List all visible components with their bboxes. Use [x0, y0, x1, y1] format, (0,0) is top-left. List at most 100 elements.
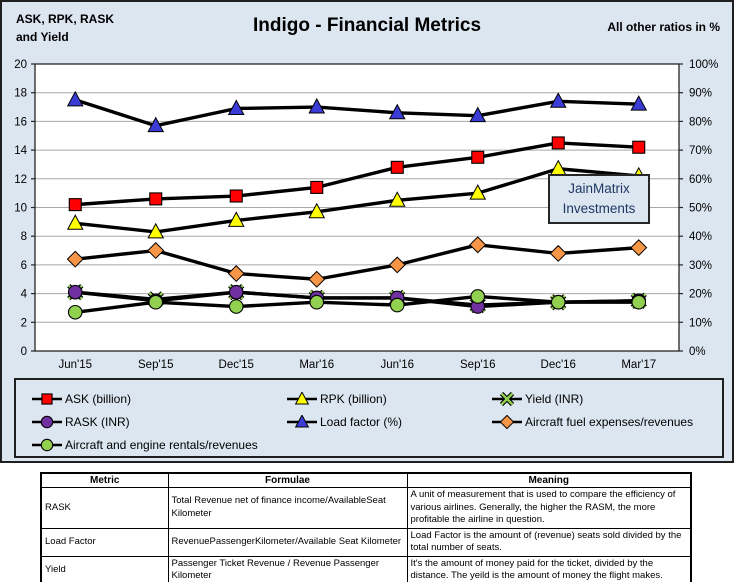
left-axis-tick-label: 20 — [14, 59, 27, 71]
data-point-marker — [147, 116, 165, 133]
legend-item-yield-inr: Yield (INR) — [492, 387, 722, 410]
left-axis-tick-label: 4 — [21, 289, 28, 301]
data-point-marker — [40, 415, 54, 428]
table-row: Load Factor RevenuePassengerKilometer/Ava… — [40, 527, 692, 557]
data-point-marker — [66, 90, 84, 107]
data-point-marker — [308, 202, 326, 219]
table-cell: RASK — [40, 487, 169, 529]
left-axis-tick-label: 10 — [14, 203, 27, 215]
financial-metrics-chart: ASK, RPK, RASK and Yield Indigo - Financ… — [0, 0, 734, 463]
data-point-marker — [294, 391, 310, 405]
load-factor-marker-icon — [287, 414, 317, 428]
right-axis-tick-label: 90% — [689, 88, 712, 100]
data-point-marker — [294, 414, 310, 428]
data-point-marker — [309, 294, 325, 310]
table-header-cell: Meaning — [406, 472, 692, 488]
data-point-marker — [469, 106, 487, 123]
legend-item-aircraft-and-engine-rentals-revenues: Aircraft and engine rentals/revenues — [32, 433, 287, 456]
table-header-cell: Metric — [40, 472, 169, 488]
x-axis-tick-label: Mar'17 — [621, 359, 656, 371]
right-axis-tick-label: 70% — [689, 145, 712, 157]
data-point-marker — [549, 92, 567, 108]
data-point-marker — [67, 284, 83, 300]
data-point-marker — [469, 236, 487, 254]
legend-item-aircraft-fuel-expenses-revenues: Aircraft fuel expenses/revenues — [492, 410, 722, 433]
legend-item-rpk-billion: RPK (billion) — [287, 387, 492, 410]
data-point-marker — [308, 97, 326, 114]
data-point-marker — [40, 438, 54, 451]
aircraft-fuel-expenses-revenues-marker-icon — [492, 414, 522, 429]
left-axis-tick-label: 16 — [14, 116, 27, 128]
left-axis-title-line2: and Yield — [16, 30, 69, 44]
legend-item-ask-billion: ASK (billion) — [32, 387, 287, 410]
data-point-marker — [388, 191, 406, 207]
data-point-marker — [228, 299, 244, 314]
table-row: RASK Total Revenue net of finance income/… — [40, 487, 692, 529]
legend-label: RASK (INR) — [65, 414, 130, 429]
x-axis-tick-label: Sep'16 — [460, 359, 495, 371]
x-axis-tick-label: Sep'15 — [138, 359, 173, 371]
data-point-marker — [499, 414, 515, 429]
data-point-marker — [632, 140, 646, 154]
table-cell: Load Factor — [40, 527, 169, 557]
table-cell: It's the amount of money paid for the ti… — [406, 555, 692, 582]
data-point-marker — [66, 250, 84, 268]
left-axis-tick-label: 8 — [21, 231, 27, 243]
left-axis-title: ASK, RPK, RASK and Yield — [16, 10, 114, 46]
data-point-marker — [41, 392, 53, 405]
data-point-marker — [310, 180, 324, 194]
ask-billion-marker-icon — [32, 392, 62, 405]
data-point-marker — [229, 189, 243, 203]
data-point-marker — [631, 294, 647, 310]
data-point-marker — [469, 184, 487, 200]
x-axis-tick-label: Dec'16 — [541, 359, 576, 371]
right-axis-tick-label: 10% — [689, 317, 712, 329]
watermark-line2: Investments — [562, 201, 636, 216]
right-axis-title: All other ratios in % — [607, 20, 720, 34]
table-row: Yield Passenger Ticket Revenue / Revenue … — [40, 555, 692, 582]
right-axis-tick-label: 30% — [689, 260, 712, 272]
legend-label: RPK (billion) — [320, 391, 387, 406]
left-axis-tick-label: 12 — [14, 174, 27, 186]
right-axis-tick-label: 50% — [689, 203, 712, 215]
left-axis-tick-label: 14 — [14, 145, 27, 157]
data-point-marker — [66, 214, 84, 230]
right-axis-tick-label: 60% — [689, 174, 712, 186]
series-line-load-factor — [74, 98, 639, 128]
series-line-rpk-billion — [75, 167, 639, 234]
legend-label: Yield (INR) — [525, 391, 584, 406]
series-line-aircraft-fuel-expenses-revenues — [75, 243, 639, 281]
legend-label: Aircraft and engine rentals/revenues — [65, 437, 258, 452]
data-point-marker — [500, 392, 514, 405]
x-axis-tick-label: Jun'15 — [58, 359, 92, 371]
chart-legend: ASK (billion) RPK (billion) Yield (INR) RAS… — [14, 378, 724, 458]
data-point-marker — [388, 256, 406, 274]
legend-item-load-factor: Load factor (%) — [287, 410, 492, 433]
x-axis-tick-label: Mar'16 — [299, 359, 334, 371]
table-header-row: Metric Formulae Meaning — [40, 472, 692, 488]
right-axis-tick-label: 40% — [689, 231, 712, 243]
chart-title: Indigo - Financial Metrics — [252, 15, 482, 36]
data-point-marker — [227, 99, 245, 115]
left-axis-tick-label: 6 — [21, 260, 27, 272]
data-point-marker — [630, 95, 648, 111]
table-cell: Total Revenue net of finance income/Avai… — [167, 487, 408, 529]
table-header-cell: Formulae — [167, 472, 408, 488]
series-line-aircraft-and-engine-rentals-revenues — [75, 294, 639, 314]
data-point-marker — [630, 239, 648, 257]
data-point-marker — [389, 297, 405, 313]
data-point-marker — [390, 160, 404, 174]
metric-definitions-table: Metric Formulae Meaning RASK Total Revenue … — [40, 472, 692, 582]
data-point-marker — [147, 242, 165, 260]
right-axis-tick-label: 80% — [689, 116, 712, 128]
table-cell: Passenger Ticket Revenue / Revenue Passe… — [167, 555, 408, 582]
right-axis-tick-label: 20% — [689, 289, 712, 301]
x-axis-tick-label: Jun'16 — [380, 359, 414, 371]
legend-item-rask-inr: RASK (INR) — [32, 410, 287, 433]
right-axis-tick-label: 100% — [689, 59, 718, 71]
right-axis-tick-label: 0% — [689, 346, 706, 358]
legend-label: ASK (billion) — [65, 391, 132, 406]
data-point-marker — [148, 294, 164, 310]
data-point-marker — [68, 198, 82, 212]
